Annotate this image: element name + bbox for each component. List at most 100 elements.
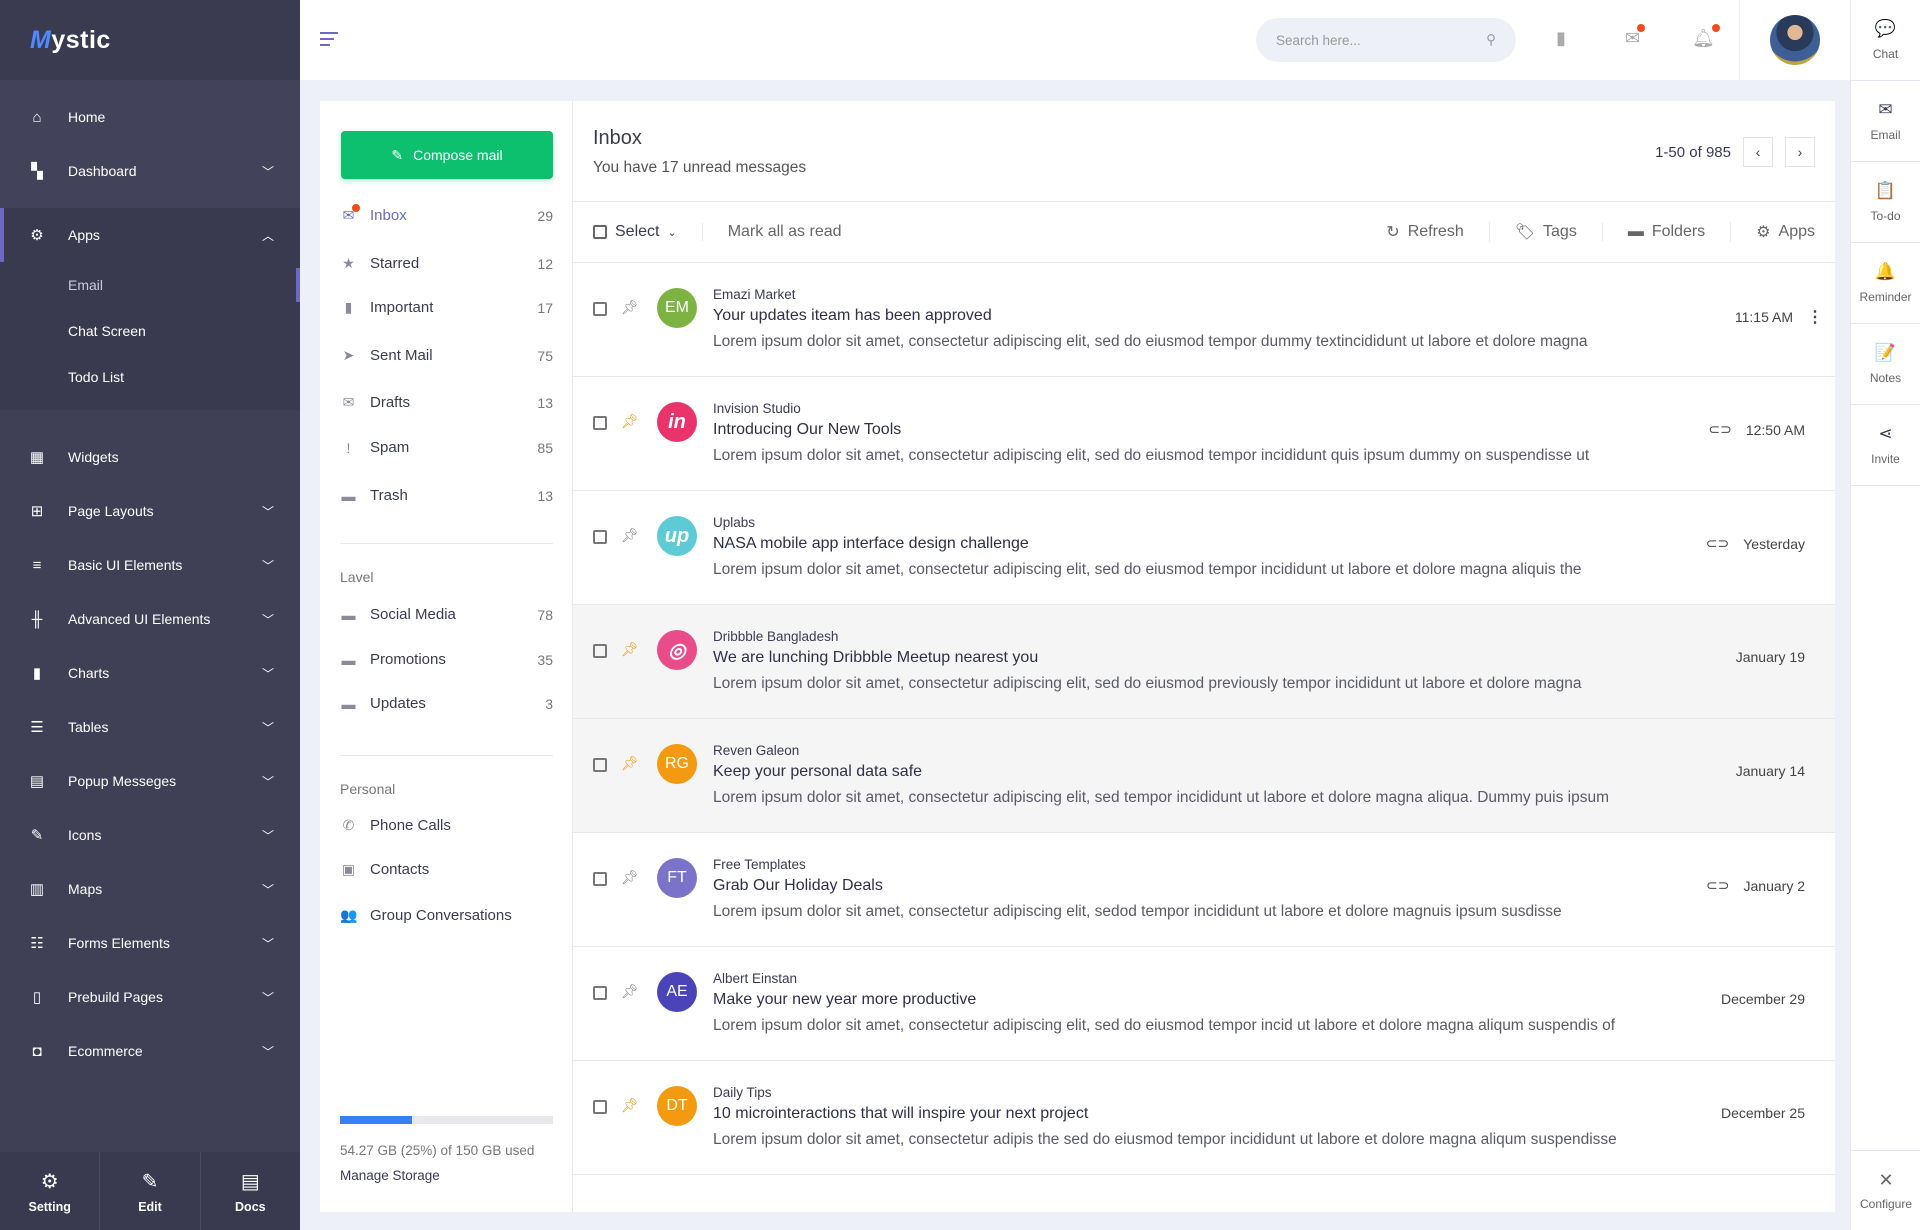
sidebar-item-advanced-ui-elements[interactable]: ╫ Advanced UI Elements ﹀ (0, 592, 300, 646)
message-row[interactable]: 📌︎ EM Emazi Market Your updates iteam has b… (573, 263, 1835, 377)
folder-spam[interactable]: ! Spam 85 (340, 439, 553, 456)
setting-button[interactable]: ⚙ Setting (0, 1152, 101, 1230)
sidebar-item-dashboard[interactable]: ▚ Dashboard ﹀ (0, 144, 300, 198)
user-menu[interactable] (1739, 0, 1850, 80)
message-checkbox[interactable] (593, 758, 607, 772)
message-checkbox[interactable] (593, 872, 607, 886)
sidebar-item-basic-ui-elements[interactable]: ≡ Basic UI Elements ﹀ (0, 538, 300, 592)
chevron-down-icon: ﹀ (261, 504, 274, 519)
message-checkbox[interactable] (593, 530, 607, 544)
menu-toggle-icon[interactable] (320, 32, 338, 50)
message-checkbox[interactable] (593, 416, 607, 430)
message-row[interactable]: 📌︎ in Invision Studio Introducing Our New T… (573, 377, 1835, 491)
folder-updates[interactable]: ▬ Updates 3 (340, 695, 554, 712)
rail-email[interactable]: ✉ Email (1851, 81, 1920, 162)
chevron-down-icon: ⌄ (667, 226, 677, 239)
folders-button[interactable]: ▬ Folders (1601, 223, 1730, 241)
message-checkbox[interactable] (593, 1100, 607, 1114)
message-preview: Lorem ipsum dolor sit amet, consectetur … (713, 333, 1588, 350)
folder-starred[interactable]: ★ Starred 12 (340, 255, 553, 272)
folder-drafts[interactable]: ✉ Drafts 13 (340, 394, 553, 411)
select-dropdown[interactable]: Select ⌄ (593, 223, 677, 241)
pin-icon[interactable]: 📌︎ (621, 983, 639, 999)
rail-invite[interactable]: ⋖ Invite (1851, 405, 1920, 486)
edit-button[interactable]: ✎ Edit (100, 1152, 201, 1230)
chat-icon: 💬 (1874, 19, 1897, 38)
avatar[interactable] (1770, 15, 1820, 65)
configure-button[interactable]: ✕ Configure (1851, 1150, 1920, 1230)
apps-button[interactable]: ⚙ Apps (1730, 222, 1815, 242)
rail-notes[interactable]: 📝 Notes (1851, 324, 1920, 405)
search-input[interactable]: Search here... ⚲ (1256, 18, 1516, 62)
message-row[interactable]: 📌︎ AE Albert Einstan Make your new year mor… (573, 947, 1835, 1061)
pin-icon[interactable]: 📌︎ (621, 755, 639, 771)
select-all-checkbox[interactable] (593, 225, 607, 239)
chevron-down-icon: ﹀ (261, 720, 274, 735)
pin-icon[interactable]: 📌︎ (621, 299, 639, 315)
paperclip-icon: ⊂⊃ (1708, 421, 1732, 437)
folder-contacts[interactable]: ▣ Contacts (340, 861, 553, 878)
rail-to-do[interactable]: 📋 To-do (1851, 162, 1920, 243)
message-row[interactable]: 📌︎ FT Free Templates Grab Our Holiday Deals… (573, 833, 1835, 947)
sidebar-item-charts[interactable]: ▮ Charts ﹀ (0, 646, 300, 700)
mail-toolbar: Select ⌄ Mark all as read ↻ Refresh 🏷︎ Tags… (573, 201, 1835, 263)
message-row[interactable]: 📌︎ DT Daily Tips 10 microinteractions that … (573, 1061, 1835, 1175)
sidebar-item-forms-elements[interactable]: ☷ Forms Elements ﹀ (0, 916, 300, 970)
folder-phone-calls[interactable]: ✆ Phone Calls (340, 817, 553, 834)
folder-promotions[interactable]: ▬ Promotions 35 (340, 651, 554, 668)
message-checkbox[interactable] (593, 986, 607, 1000)
mail-icon[interactable]: ✉ (1625, 24, 1646, 49)
folder-inbox[interactable]: ✉ Inbox 29 (340, 204, 553, 224)
pin-icon[interactable]: 📌︎ (621, 413, 639, 429)
pin-icon[interactable]: 📌︎ (621, 527, 639, 543)
filter-icon: ≡ (32, 556, 42, 574)
message-time: Yesterday (1743, 535, 1805, 552)
compose-mail-button[interactable]: ✎ Compose mail (341, 131, 553, 179)
folder-trash[interactable]: ▬ Trash 13 (340, 487, 554, 504)
sidebar-item-widgets[interactable]: ▦ Widgets (0, 430, 300, 484)
folder-group-conversations[interactable]: 👥 Group Conversations (340, 907, 553, 924)
message-row[interactable]: 📌︎ ◎ Dribbble Bangladesh We are lunching Dr… (573, 605, 1835, 719)
mark-all-read-button[interactable]: Mark all as read (701, 223, 842, 241)
docs-button[interactable]: ▤ Docs (235, 1170, 266, 1214)
rail-chat[interactable]: 💬 Chat (1851, 0, 1920, 81)
manage-storage-link[interactable]: Manage Storage (340, 1168, 440, 1183)
sidebar-subitem-chat-screen[interactable]: Chat Screen (68, 323, 146, 339)
prev-page-button[interactable]: ‹ (1743, 137, 1773, 167)
folder-label: Phone Calls (370, 817, 451, 834)
sidebar-item-tables[interactable]: ☰ Tables ﹀ (0, 700, 300, 754)
message-checkbox[interactable] (593, 302, 607, 316)
sidebar-item-home[interactable]: ⌂ Home (0, 90, 300, 144)
sidebar-item-page-layouts[interactable]: ⊞ Page Layouts ﹀ (0, 484, 300, 538)
rail-reminder[interactable]: 🔔 Reminder (1851, 243, 1920, 324)
folder-sent-mail[interactable]: ➤ Sent Mail 75 (340, 347, 553, 364)
stats-icon[interactable]: ▮ (1556, 28, 1566, 48)
sender-name: Free Templates (713, 857, 806, 872)
refresh-button[interactable]: ↻ Refresh (1386, 223, 1464, 241)
sidebar-item-ecommerce[interactable]: ◘ Ecommerce ﹀ (0, 1024, 300, 1078)
sidebar-item-apps[interactable]: ⚙ Apps ︿ (0, 208, 300, 262)
pin-icon[interactable]: 📌︎ (621, 869, 639, 885)
more-options-icon[interactable]: ⋮ (1807, 309, 1823, 326)
sender-name: Reven Galeon (713, 743, 800, 758)
tags-button[interactable]: 🏷︎ Tags (1488, 222, 1602, 242)
folder-important[interactable]: ▮ Important 17 (340, 299, 553, 316)
sidebar-item-icons[interactable]: ✎ Icons ﹀ (0, 808, 300, 862)
search-icon[interactable]: ⚲ (1486, 32, 1496, 47)
home-icon: ⌂ (32, 108, 42, 126)
sidebar-subitem-email[interactable]: Email (0, 262, 300, 308)
folder-social-media[interactable]: ▬ Social Media 78 (340, 606, 554, 623)
pin-icon[interactable]: 📌︎ (621, 641, 639, 657)
message-subject: 10 microinteractions that will inspire y… (713, 1105, 1089, 1122)
bell-icon[interactable]: 🔔︎ (1692, 24, 1720, 49)
sidebar-item-maps[interactable]: ▥ Maps ﹀ (0, 862, 300, 916)
message-row[interactable]: 📌︎ RG Reven Galeon Keep your personal data … (573, 719, 1835, 833)
pin-icon[interactable]: 📌︎ (621, 1097, 639, 1113)
message-row[interactable]: 📌︎ up Uplabs NASA mobile app interface desi… (573, 491, 1835, 605)
next-page-button[interactable]: › (1785, 137, 1815, 167)
sidebar-item-prebuild-pages[interactable]: ▯ Prebuild Pages ﹀ (0, 970, 300, 1024)
sidebar-subitem-todo-list[interactable]: Todo List (68, 369, 125, 385)
message-checkbox[interactable] (593, 644, 607, 658)
sidebar-item-popup-messeges[interactable]: ▤ Popup Messeges ﹀ (0, 754, 300, 808)
